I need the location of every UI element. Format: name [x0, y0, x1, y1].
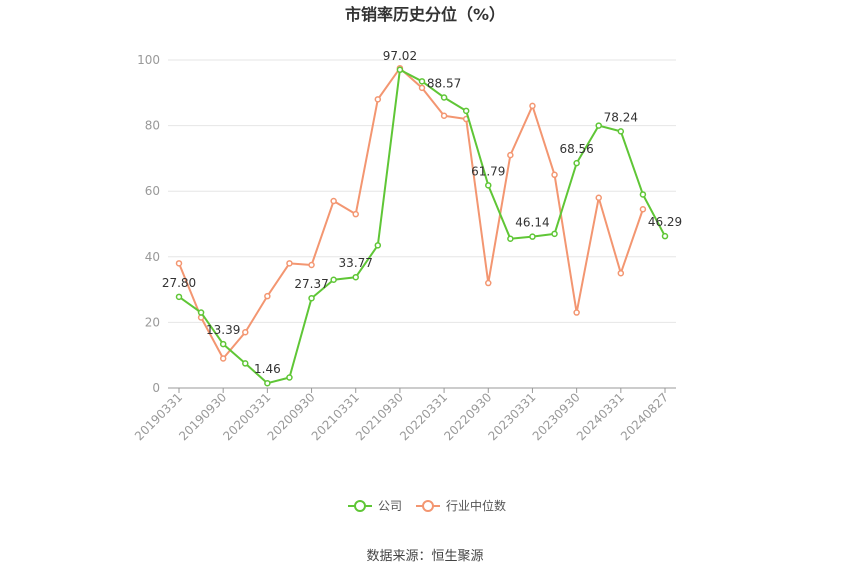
y-tick-label: 20 — [145, 315, 160, 329]
data-label: 1.46 — [254, 362, 281, 376]
data-point — [197, 309, 205, 316]
data-point — [573, 309, 580, 316]
data-point — [264, 379, 271, 387]
data-point — [242, 360, 249, 367]
data-point — [175, 293, 183, 301]
legend-label: 公司 — [378, 499, 402, 513]
data-point — [639, 205, 647, 213]
data-point — [374, 242, 382, 249]
data-label: 88.57 — [427, 76, 461, 90]
y-tick-label: 80 — [145, 119, 160, 133]
data-label: 27.80 — [162, 276, 196, 290]
data-label: 61.79 — [471, 164, 505, 178]
chart-title: 市销率历史分位（%） — [345, 5, 505, 24]
data-point — [485, 182, 492, 189]
data-label: 33.77 — [339, 256, 373, 270]
data-point — [264, 292, 271, 300]
y-tick-label: 0 — [152, 381, 160, 395]
data-point — [219, 355, 227, 362]
data-point — [242, 328, 249, 336]
data-point — [529, 102, 536, 110]
data-point — [175, 260, 183, 267]
axes: 0204060801002019033120190930202003312020… — [132, 53, 676, 443]
data-point — [308, 261, 315, 269]
data-label: 97.02 — [383, 49, 417, 63]
legend-item-company: 公司 — [348, 499, 402, 513]
data-point — [595, 194, 602, 202]
data-point — [418, 84, 426, 92]
data-label: 46.14 — [515, 216, 549, 230]
data-label: 78.24 — [604, 110, 638, 124]
data-point — [418, 78, 426, 85]
data-point — [308, 294, 315, 302]
data-point — [595, 122, 602, 129]
series-line-company — [178, 68, 666, 385]
data-label: 27.37 — [294, 277, 328, 291]
data-point — [529, 233, 536, 240]
x-tick-label: 20240827 — [618, 390, 671, 443]
series — [175, 64, 669, 387]
data-point — [507, 151, 514, 159]
data-point — [374, 96, 382, 103]
y-tick-label: 100 — [137, 53, 160, 67]
data-point — [330, 197, 337, 205]
y-tick-label: 40 — [145, 250, 160, 264]
data-point — [573, 159, 580, 167]
data-point — [352, 273, 359, 281]
chart-source: 数据来源：恒生聚源 — [366, 549, 483, 564]
legend-swatch-marker — [422, 500, 434, 512]
legend-item-industry-median: 行业中位数 — [416, 498, 506, 513]
legend-swatch-marker — [354, 500, 366, 512]
data-point — [330, 276, 337, 284]
data-label: 46.29 — [648, 215, 682, 229]
data-label: 13.39 — [206, 323, 240, 337]
data-point — [551, 230, 558, 238]
data-point — [617, 269, 625, 277]
data-point — [485, 279, 492, 287]
data-point — [661, 232, 669, 240]
data-point — [286, 374, 293, 381]
data-point — [617, 128, 625, 135]
data-point — [352, 210, 359, 218]
data-point — [440, 94, 448, 101]
data-point — [286, 260, 293, 267]
data-point — [440, 112, 448, 120]
data-point — [396, 66, 404, 74]
data-point — [219, 340, 227, 348]
data-labels: 27.80 13.39 1.46 27.37 33.77 97.02 88.57 61.79 4… — [162, 49, 682, 376]
data-point — [551, 171, 558, 179]
data-point — [462, 107, 470, 115]
legend: 公司 行业中位数 — [348, 498, 506, 513]
data-point — [507, 235, 514, 243]
data-point — [639, 191, 647, 198]
grid-lines — [168, 59, 676, 323]
legend-label: 行业中位数 — [446, 498, 506, 513]
series-line-industry-median — [178, 67, 644, 360]
y-tick-label: 60 — [145, 184, 160, 198]
data-label: 68.56 — [559, 142, 593, 156]
